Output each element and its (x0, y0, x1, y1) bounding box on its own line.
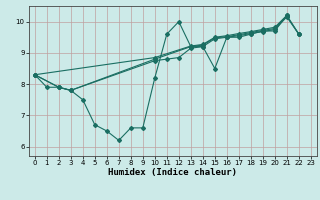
X-axis label: Humidex (Indice chaleur): Humidex (Indice chaleur) (108, 168, 237, 177)
